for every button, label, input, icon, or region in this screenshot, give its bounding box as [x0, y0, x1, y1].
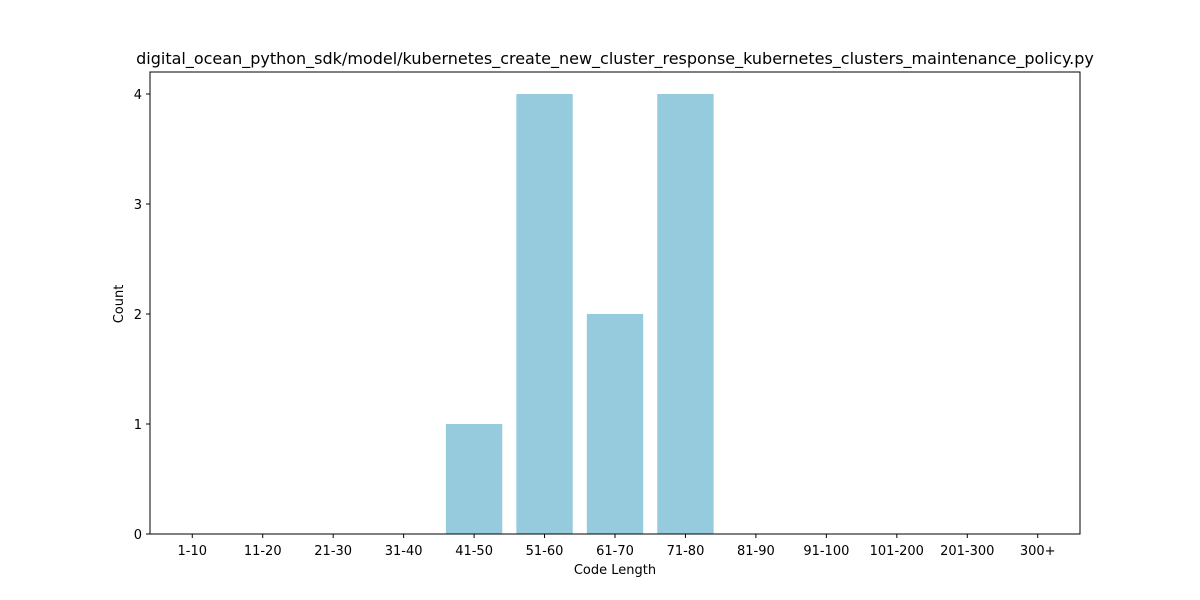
bar-41-50: [445, 424, 503, 534]
x-tick-label: 51-60: [526, 544, 564, 559]
x-tick-label: 71-80: [667, 544, 705, 559]
y-tick-label: 3: [134, 198, 142, 213]
x-axis-label: Code Length: [574, 563, 656, 578]
y-tick-label: 2: [134, 308, 142, 323]
y-tick-label: 1: [134, 418, 142, 433]
x-tick-label: 101-200: [870, 544, 924, 559]
x-tick-label: 91-100: [803, 544, 849, 559]
y-tick-label: 4: [134, 88, 142, 103]
x-tick-label: 11-20: [244, 544, 282, 559]
x-tick-label: 61-70: [596, 544, 634, 559]
x-tick-label: 1-10: [178, 544, 208, 559]
x-tick-label: 81-90: [737, 544, 775, 559]
bars-layer: [445, 94, 714, 534]
chart-title: digital_ocean_python_sdk/model/kubernete…: [136, 49, 1094, 69]
x-tick-label: 41-50: [455, 544, 493, 559]
bar-71-80: [657, 94, 714, 534]
x-tick-label: 300+: [1020, 544, 1056, 559]
bar-51-60: [516, 94, 573, 534]
y-tick-label: 0: [134, 528, 142, 543]
y-axis-ticks: 0 1 2 3 4: [134, 88, 150, 543]
x-tick-label: 21-30: [314, 544, 352, 559]
x-tick-label: 201-300: [940, 544, 994, 559]
x-tick-label: 31-40: [385, 544, 423, 559]
x-axis-ticks: 1-10 11-20 21-30 31-40 41-50 51-60 61-70 71-80 8…: [178, 534, 1056, 559]
y-axis-label: Count: [112, 285, 127, 324]
bar-61-70: [586, 314, 644, 534]
